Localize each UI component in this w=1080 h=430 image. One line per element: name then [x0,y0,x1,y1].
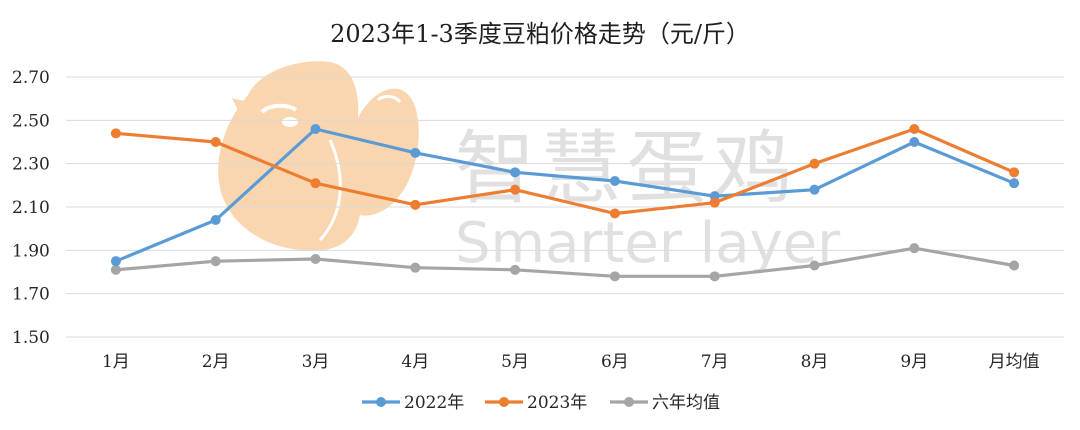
series-line [114,127,1016,216]
data-point [909,137,920,147]
data-point [410,147,421,158]
legend-label: 2023年 [527,393,587,413]
data-point [510,264,521,275]
x-tick-label: 3月 [302,352,330,372]
y-tick-label: 1.50 [12,328,50,348]
legend-item: 六年均值 [610,393,720,413]
watermark: 智慧蛋鸡 Smarter layer [218,61,841,276]
series-line [114,246,1016,278]
data-point [909,243,920,254]
x-tick-label: 5月 [501,352,529,372]
data-point [110,256,121,267]
series-3 [110,243,1020,282]
y-tick-label: 1.70 [12,285,50,305]
data-point [809,158,820,169]
chart-title: 2023年1-3季度豆粕价格走势（元/斤） [330,20,750,48]
x-tick-label: 月均值 [989,352,1040,372]
x-tick-label: 7月 [701,352,729,372]
legend: 2022年 2023年 六年均值 [362,393,720,413]
x-tick-label: 9月 [900,352,928,372]
data-point [310,178,321,189]
legend-marker [624,397,634,407]
y-tick-label: 2.30 [12,155,50,175]
watermark-brand-en: Smarter layer [455,211,841,276]
data-point [609,208,620,219]
x-axis: 1月 2月 3月 4月 5月 6月 7月 8月 9月 月均值 [102,352,1040,372]
data-point [809,184,820,195]
x-tick-label: 6月 [601,352,629,372]
data-point [609,271,620,282]
watermark-brand-cn: 智慧蛋鸡 [455,122,799,215]
y-tick-label: 1.90 [12,241,50,261]
data-point [210,215,221,225]
data-point [809,260,820,271]
data-point [1009,167,1020,178]
data-point [310,254,321,264]
y-tick-label: 2.70 [12,68,50,88]
series-layer [110,124,1020,282]
y-tick-label: 2.50 [12,111,50,131]
data-point [709,271,720,282]
y-tick-label: 2.10 [12,198,50,218]
data-point [709,197,720,208]
series-1 [110,124,1020,267]
data-point [1009,260,1020,271]
legend-marker [376,397,386,407]
data-point [510,184,521,195]
legend-item: 2022年 [362,393,464,413]
legend-label: 六年均值 [652,393,720,413]
chick-logo-icon [218,61,419,251]
series-line [114,127,1016,263]
data-point [410,199,421,210]
data-point [410,262,421,273]
x-tick-label: 8月 [801,352,829,372]
data-point [110,128,121,139]
data-point [1009,178,1020,189]
legend-marker [499,397,509,407]
legend-label: 2022年 [404,393,464,413]
y-axis: 1.50 1.70 1.90 2.10 2.30 2.50 2.70 [12,68,50,348]
data-point [110,264,121,275]
data-point [210,256,221,267]
data-point [609,176,620,186]
x-tick-label: 4月 [401,352,429,372]
data-point [510,167,521,178]
data-point [210,137,221,147]
legend-item: 2023年 [485,393,587,413]
data-point [310,124,321,134]
data-point [909,124,920,134]
x-tick-label: 1月 [102,352,130,372]
series-2 [110,124,1020,219]
x-tick-label: 2月 [202,352,230,372]
gridlines [66,76,1064,338]
